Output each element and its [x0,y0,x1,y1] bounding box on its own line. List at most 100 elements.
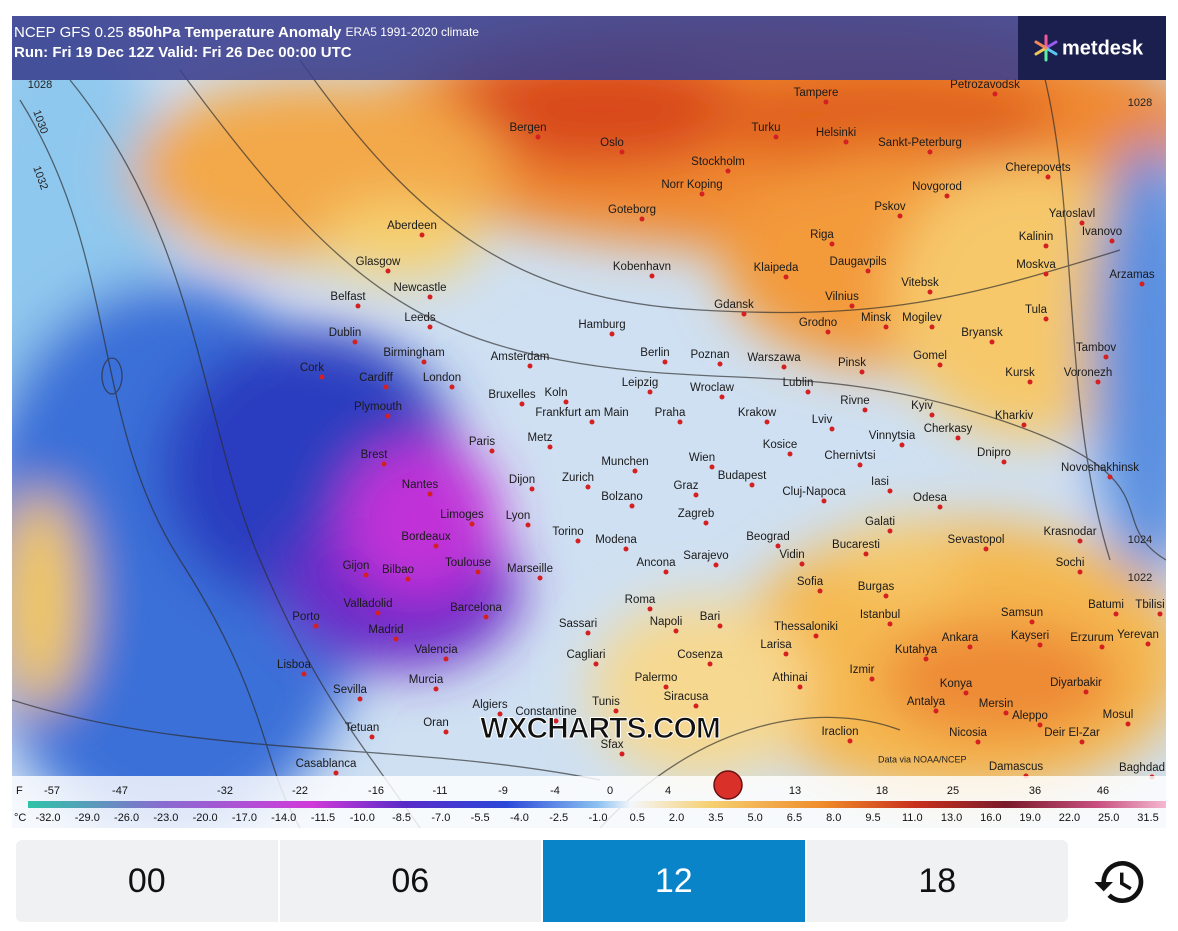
legend-f-label: -57 [44,785,60,797]
city-dot [709,464,715,470]
city-label: Vidin [779,549,804,561]
city-dot [865,268,871,274]
city-label: Iraclion [821,726,858,738]
city-dot [1029,619,1035,625]
city-dot [933,708,939,714]
city-label: Oran [423,717,449,729]
city-dot [1145,641,1151,647]
city-dot [529,486,535,492]
city-label: Madrid [368,624,403,636]
city-label: Marseille [507,563,553,575]
city-label: Tampere [794,87,839,99]
legend-c-label: -2.5 [549,812,568,824]
city-dot [937,362,943,368]
city-dot [663,569,669,575]
legend-c-label: -23.0 [153,812,178,824]
city-label: Cherepovets [1005,162,1070,174]
city-label: Galati [865,516,895,528]
history-button[interactable] [1092,854,1148,910]
city-dot [783,274,789,280]
city-dot [699,191,705,197]
city-dot [647,606,653,612]
city-label: Rivne [840,395,869,407]
city-label: Erzurum [1070,632,1113,644]
city-label: Porto [292,611,320,623]
city-label: Iasi [871,476,889,488]
city-dot [857,462,863,468]
legend-c-label: 25.0 [1098,812,1119,824]
city-dot [899,442,905,448]
city-label: Norr Koping [661,179,722,191]
city-label: Ancona [636,557,676,569]
isobar-label: 1028 [1128,97,1152,109]
city-label: Diyarbakir [1050,677,1102,689]
city-dot [817,588,823,594]
legend-c-labels: -32.0 -29.0 -26.0 -23.0 -20.0 -17.0 -14.0 -11.5… [35,812,1158,824]
city-dot [649,273,655,279]
legend-c-label: -8.5 [392,812,411,824]
city-dot [927,289,933,295]
legend-f-unit: F [16,785,23,797]
city-dot [897,213,903,219]
city-dot [883,324,889,330]
city-label: Sfax [600,739,623,751]
city-dot [585,484,591,490]
legend-c-label: 2.0 [669,812,684,824]
run-tab[interactable]: 06 [280,840,543,922]
city-label: Wroclaw [690,382,735,394]
city-label: Bilbao [382,564,414,576]
city-label: Nicosia [949,727,987,739]
city-label: Kursk [1005,367,1035,379]
city-label: Athinai [772,672,807,684]
city-label: Algiers [472,699,507,711]
city-dot [1037,722,1043,728]
city-label: Limoges [440,509,484,521]
city-label: Palermo [635,672,678,684]
city-label: Petrozavodsk [950,79,1020,91]
legend-colorbar [28,801,1166,808]
city-dot [1109,238,1115,244]
city-label: Berlin [640,347,669,359]
city-dot [619,751,625,757]
city-dot [383,384,389,390]
city-label: Napoli [650,616,683,628]
run-tab[interactable]: 12 [543,840,807,922]
city-label: Sarajevo [683,550,728,562]
city-dot [829,426,835,432]
city-dot [639,216,645,222]
city-label: Sassari [559,618,597,630]
city-label: Metz [528,432,553,444]
city-label: Minsk [861,312,891,324]
city-dot [1099,644,1105,650]
city-label: Lviv [812,414,833,426]
header-band [12,16,1018,80]
city-dot [475,569,481,575]
city-label: Istanbul [860,609,900,621]
legend-c-label: -7.0 [431,812,450,824]
run-tab[interactable]: 18 [918,861,957,900]
legend-f-labels: -57 -47 -32 -22 -16 -11 -9 -4 0 4 13 18 25 36 46 [44,785,1109,797]
city-label: Thessaloniki [774,621,838,633]
city-dot [859,369,865,375]
city-dot [1021,422,1027,428]
legend-f-label: -22 [292,785,308,797]
city-label: Vinnytsia [869,430,916,442]
legend-f-label: -32 [217,785,233,797]
city-dot [589,419,595,425]
city-dot [427,294,433,300]
city-label: Bucaresti [832,539,880,551]
city-label: Poznan [690,349,729,361]
logo-box [1018,16,1166,80]
city-label: Dnipro [977,447,1011,459]
city-label: Newcastle [393,282,446,294]
legend-c-label: -29.0 [75,812,100,824]
city-dot [725,168,731,174]
legend-f-label: -11 [432,785,447,797]
city-label: Turku [752,122,781,134]
city-dot [629,503,635,509]
city-dot [553,718,559,724]
run-tab[interactable]: 00 [16,840,280,922]
city-label: Plymouth [354,401,402,413]
run-tabs: 00 06 12 18 [16,840,1068,922]
city-dot [1043,271,1049,277]
